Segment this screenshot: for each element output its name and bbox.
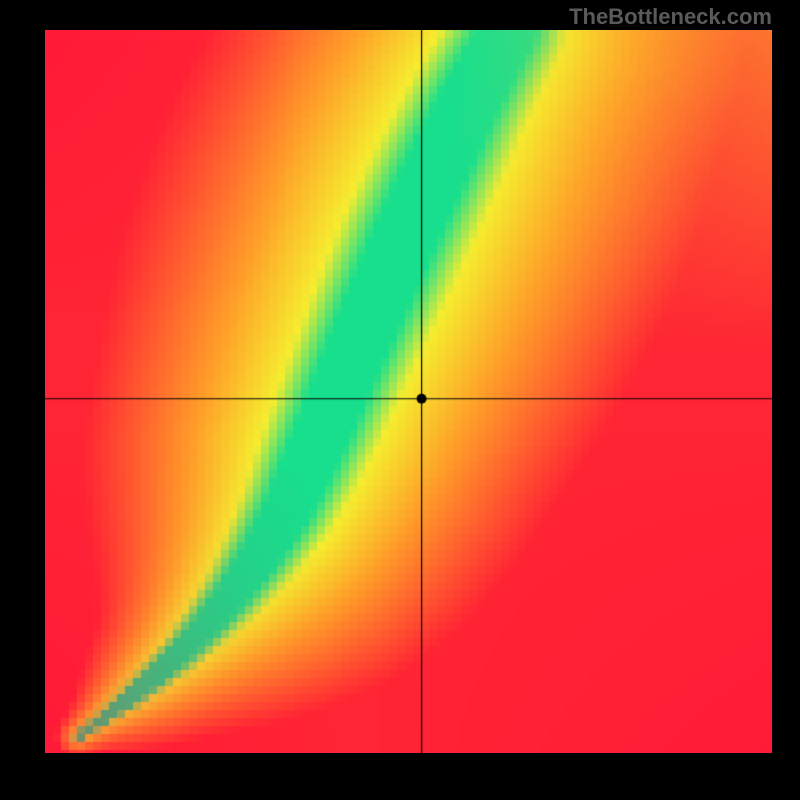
heatmap-canvas [45,30,772,753]
watermark-text: TheBottleneck.com [569,4,772,30]
heatmap-chart [45,30,772,753]
